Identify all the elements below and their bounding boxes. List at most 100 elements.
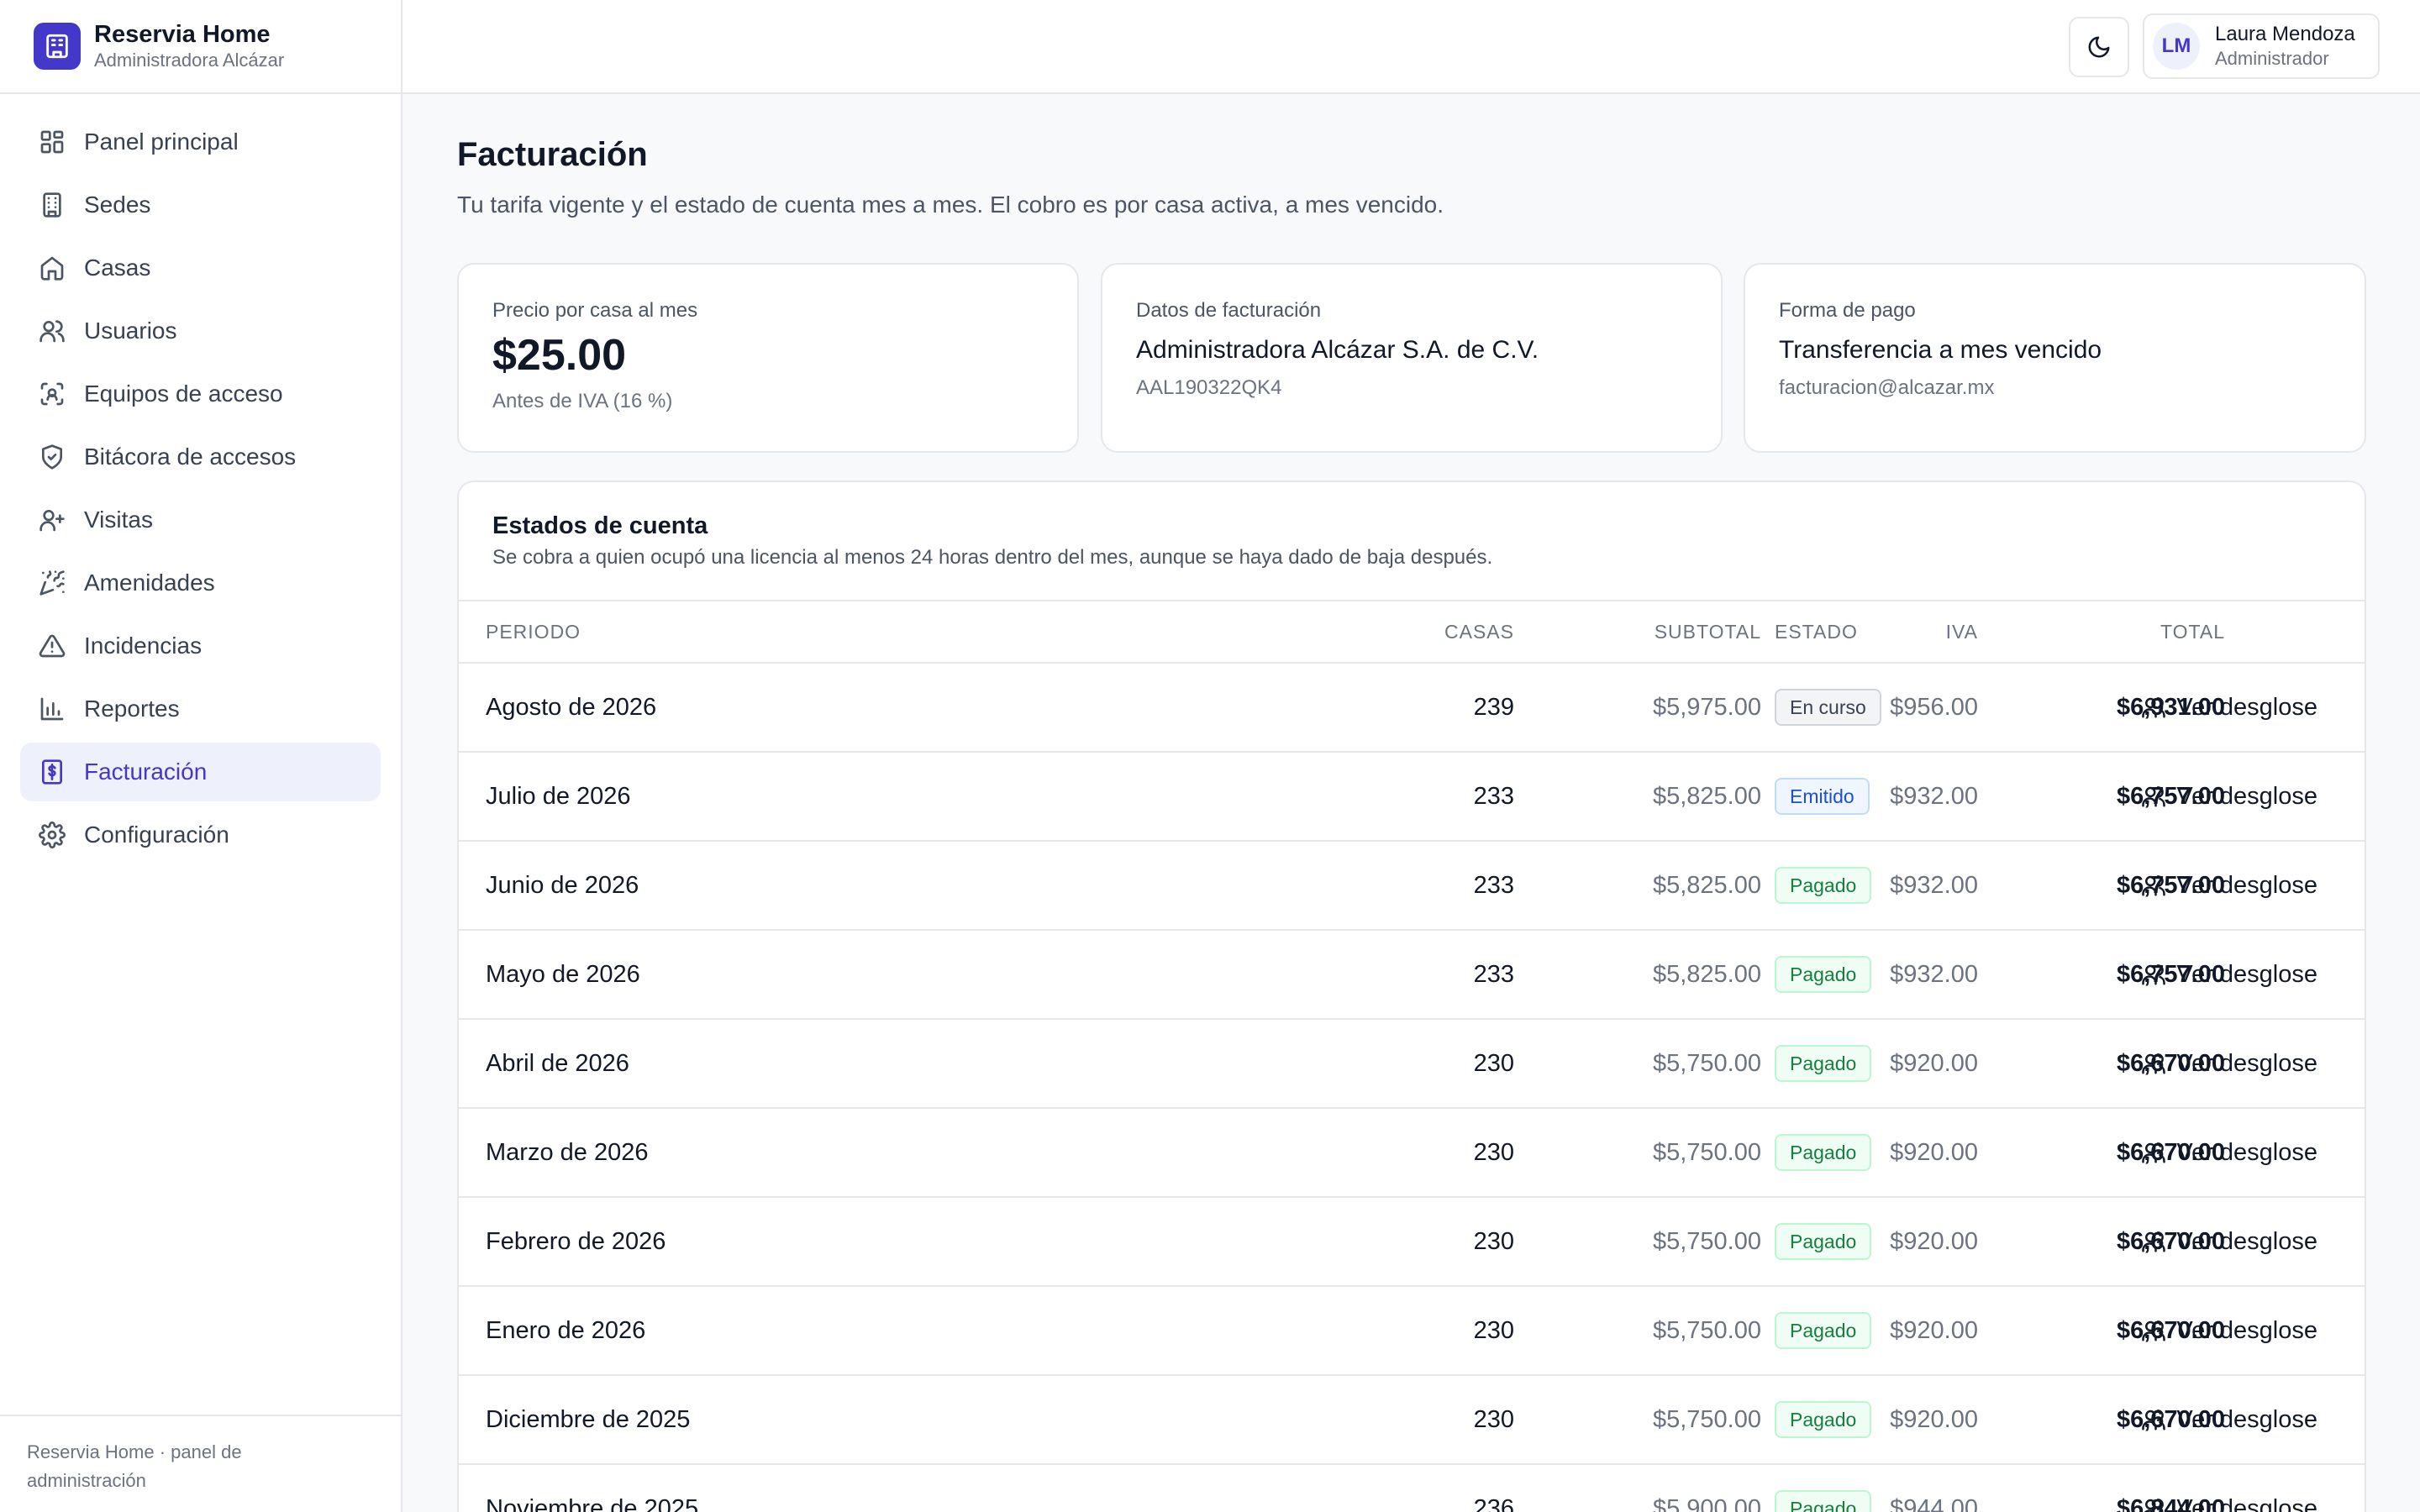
iva-cell: $932.00: [1890, 960, 1978, 988]
user-name: Laura Mendoza: [2215, 23, 2355, 45]
table-row: Noviembre de 2025 236 $5,900.00 $944.00 $6,8…: [459, 1465, 2365, 1512]
period-cell: Mayo de 2026: [486, 960, 640, 988]
users-icon: [2142, 697, 2166, 718]
view-breakdown-button[interactable]: Ver desglose: [2141, 753, 2317, 840]
subtotal-cell: $5,750.00: [1652, 1405, 1761, 1433]
users-icon: [2142, 1231, 2166, 1252]
sidebar-item-casas[interactable]: Casas: [20, 239, 381, 297]
view-breakdown-button[interactable]: Ver desglose: [2141, 1198, 2317, 1285]
sidebar-item-bitacora[interactable]: Bitácora de accesos: [20, 428, 381, 486]
status-cell: Emitido: [1775, 753, 1870, 840]
view-breakdown-button[interactable]: Ver desglose: [2141, 1376, 2317, 1463]
sidebar-item-label: Panel principal: [84, 129, 239, 155]
view-breakdown-label: Ver desglose: [2176, 1138, 2317, 1166]
user-menu-button[interactable]: LM Laura Mendoza Administrador: [2143, 13, 2380, 79]
status-badge: Pagado: [1775, 1223, 1872, 1260]
user-role: Administrador: [2215, 48, 2329, 69]
status-cell: Pagado: [1775, 1287, 1872, 1374]
sidebar-item-label: Visitas: [84, 507, 153, 533]
sidebar-item-sedes[interactable]: Sedes: [20, 176, 381, 234]
table-row: Junio de 2026 233 $5,825.00 $932.00 $6,757.0…: [459, 842, 2365, 931]
total-cell: $6,670.00: [2116, 1316, 2225, 1344]
price-value: $25.00: [492, 331, 627, 380]
sidebar-item-equipos-de-acceso[interactable]: Equipos de acceso: [20, 365, 381, 423]
sidebar-item-label: Equipos de acceso: [84, 381, 283, 407]
sidebar-item-facturacion[interactable]: Facturación: [20, 743, 381, 801]
statements-title: Estados de cuenta: [492, 512, 708, 539]
view-breakdown-label: Ver desglose: [2176, 782, 2317, 810]
table-row: Marzo de 2026 230 $5,750.00 $920.00 $6,670.0…: [459, 1109, 2365, 1198]
users-icon: [2142, 1320, 2166, 1341]
iva-cell: $920.00: [1890, 1405, 1978, 1433]
view-breakdown-button[interactable]: Ver desglose: [2141, 664, 2317, 751]
casas-cell: 233: [1473, 782, 1514, 810]
casas-cell: 230: [1473, 1405, 1514, 1433]
sidebar: Reservia Home Administradora Alcázar Pan…: [0, 0, 402, 1512]
payment-email: facturacion@alcazar.mx: [1779, 376, 1995, 399]
column-header-subtotal: SUBTOTAL: [1654, 620, 1761, 643]
status-cell: Pagado: [1775, 1465, 1872, 1512]
footer-line-2: administración: [27, 1470, 146, 1491]
sidebar-item-usuarios[interactable]: Usuarios: [20, 302, 381, 360]
sidebar-item-panel-principal[interactable]: Panel principal: [20, 113, 381, 171]
status-cell: Pagado: [1775, 842, 1872, 929]
sidebar-item-reportes[interactable]: Reportes: [20, 680, 381, 738]
statements-panel: Estados de cuenta Se cobra a quien ocupó…: [457, 480, 2366, 1512]
sidebar-item-visitas[interactable]: Visitas: [20, 491, 381, 549]
subtotal-cell: $5,825.00: [1652, 782, 1761, 810]
brand[interactable]: Reservia Home Administradora Alcázar: [0, 0, 401, 94]
table-row: Enero de 2026 230 $5,750.00 $920.00 $6,670.0…: [459, 1287, 2365, 1376]
subtotal-cell: $5,750.00: [1652, 1049, 1761, 1077]
status-badge: Pagado: [1775, 1134, 1872, 1171]
status-cell: Pagado: [1775, 1109, 1872, 1196]
column-header-total: TOTAL: [2160, 620, 2225, 643]
view-breakdown-label: Ver desglose: [2176, 871, 2317, 899]
view-breakdown-button[interactable]: Ver desglose: [2141, 1020, 2317, 1107]
avatar: LM: [2153, 23, 2200, 70]
casas-cell: 230: [1473, 1138, 1514, 1166]
page-title: Facturación: [457, 136, 648, 173]
footer-line-1: Reservia Home · panel de: [27, 1441, 242, 1462]
sidebar-item-configuracion[interactable]: Configuración: [20, 806, 381, 864]
user-plus-icon: [39, 510, 65, 532]
view-breakdown-button[interactable]: Ver desglose: [2141, 1109, 2317, 1196]
billing-rfc: AAL190322QK4: [1136, 376, 1282, 399]
sidebar-item-label: Reportes: [84, 696, 180, 722]
users-icon: [2144, 1499, 2165, 1512]
view-breakdown-label: Ver desglose: [2176, 1227, 2317, 1255]
users-icon: [2142, 1142, 2166, 1163]
statements-header: Estados de cuenta Se cobra a quien ocupó…: [459, 482, 2365, 601]
status-badge: Pagado: [1775, 1045, 1872, 1082]
column-header-estado: ESTADO: [1775, 620, 1858, 643]
receipt-icon: [42, 759, 62, 785]
sidebar-item-label: Facturación: [84, 759, 208, 785]
moon-icon: [2088, 36, 2110, 58]
sidebar-item-label: Incidencias: [84, 633, 203, 659]
iva-cell: $920.00: [1890, 1316, 1978, 1344]
sidebar-item-label: Amenidades: [84, 570, 215, 596]
period-cell: Diciembre de 2025: [486, 1405, 691, 1433]
period-cell: Enero de 2026: [486, 1316, 646, 1344]
sidebar-item-amenidades[interactable]: Amenidades: [20, 554, 381, 612]
table-body: Agosto de 2026 239 $5,975.00 $956.00 $6,931.…: [459, 664, 2365, 1512]
table-row: Agosto de 2026 239 $5,975.00 $956.00 $6,931.…: [459, 664, 2365, 753]
building-icon: [43, 192, 61, 218]
table-row: Diciembre de 2025 230 $5,750.00 $920.00 $6,6…: [459, 1376, 2365, 1465]
view-breakdown-button[interactable]: Ver desglose: [2141, 931, 2317, 1018]
table-header: PERIODO CASAS SUBTOTAL IVA TOTAL ESTADO: [459, 601, 2365, 664]
total-cell: $6,757.00: [2116, 960, 2225, 988]
users-icon: [2142, 1410, 2166, 1431]
iva-cell: $920.00: [1890, 1227, 1978, 1255]
users-icon: [2142, 964, 2166, 985]
view-breakdown-button[interactable]: Ver desglose: [2141, 1465, 2317, 1512]
view-breakdown-button[interactable]: Ver desglose: [2141, 842, 2317, 929]
sidebar-item-label: Usuarios: [84, 318, 177, 344]
casas-cell: 230: [1473, 1316, 1514, 1344]
table-row: Abril de 2026 230 $5,750.00 $920.00 $6,670.0…: [459, 1020, 2365, 1109]
sidebar-item-incidencias[interactable]: Incidencias: [20, 617, 381, 675]
users-icon: [39, 320, 65, 343]
theme-toggle-button[interactable]: [2069, 17, 2129, 77]
period-cell: Abril de 2026: [486, 1049, 629, 1077]
view-breakdown-button[interactable]: Ver desglose: [2141, 1287, 2317, 1374]
total-cell: $6,757.00: [2116, 782, 2225, 810]
